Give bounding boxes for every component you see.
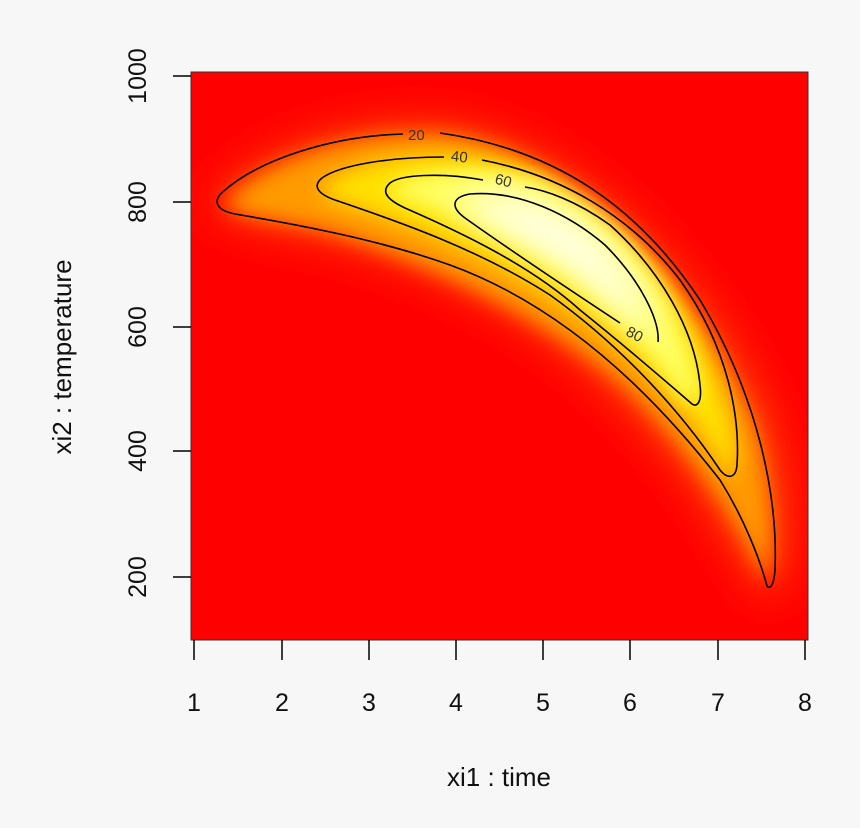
x-tick-label: 3 bbox=[362, 689, 376, 717]
contour-80 bbox=[454, 192, 659, 343]
plot-frame bbox=[190, 71, 809, 641]
contour-20 bbox=[216, 132, 777, 589]
x-tick-label: 1 bbox=[187, 689, 201, 717]
x-tick-labels: 1 2 3 4 5 6 7 8 bbox=[187, 689, 812, 717]
contour-label-40: 40 bbox=[450, 148, 468, 167]
y-axis bbox=[173, 75, 191, 578]
x-tick-label: 5 bbox=[536, 689, 550, 717]
y-tick-label: 200 bbox=[124, 556, 152, 598]
x-tick-label: 7 bbox=[711, 689, 725, 717]
y-tick-label: 400 bbox=[124, 430, 152, 472]
y-tick-label: 600 bbox=[124, 306, 152, 348]
y-tick-label: 800 bbox=[124, 181, 152, 223]
x-tick-label: 8 bbox=[798, 689, 812, 717]
y-axis-title: xi2 : temperature bbox=[47, 259, 77, 454]
contour-lines bbox=[216, 132, 777, 589]
contour-label-60: 60 bbox=[493, 171, 513, 192]
contour-40 bbox=[316, 156, 739, 478]
x-tick-label: 6 bbox=[623, 689, 637, 717]
x-tick-label: 4 bbox=[449, 689, 463, 717]
y-tick-labels: 1000 800 600 400 200 bbox=[124, 48, 152, 598]
x-tick-label: 2 bbox=[275, 689, 289, 717]
x-axis-title: xi1 : time bbox=[447, 762, 551, 792]
contour-60 bbox=[384, 174, 702, 406]
x-axis bbox=[193, 640, 806, 660]
contour-label-20: 20 bbox=[408, 127, 425, 144]
contour-label-80: 80 bbox=[623, 323, 646, 346]
y-tick-label: 1000 bbox=[124, 48, 152, 104]
contour-labels: 20 40 60 80 bbox=[408, 127, 646, 346]
